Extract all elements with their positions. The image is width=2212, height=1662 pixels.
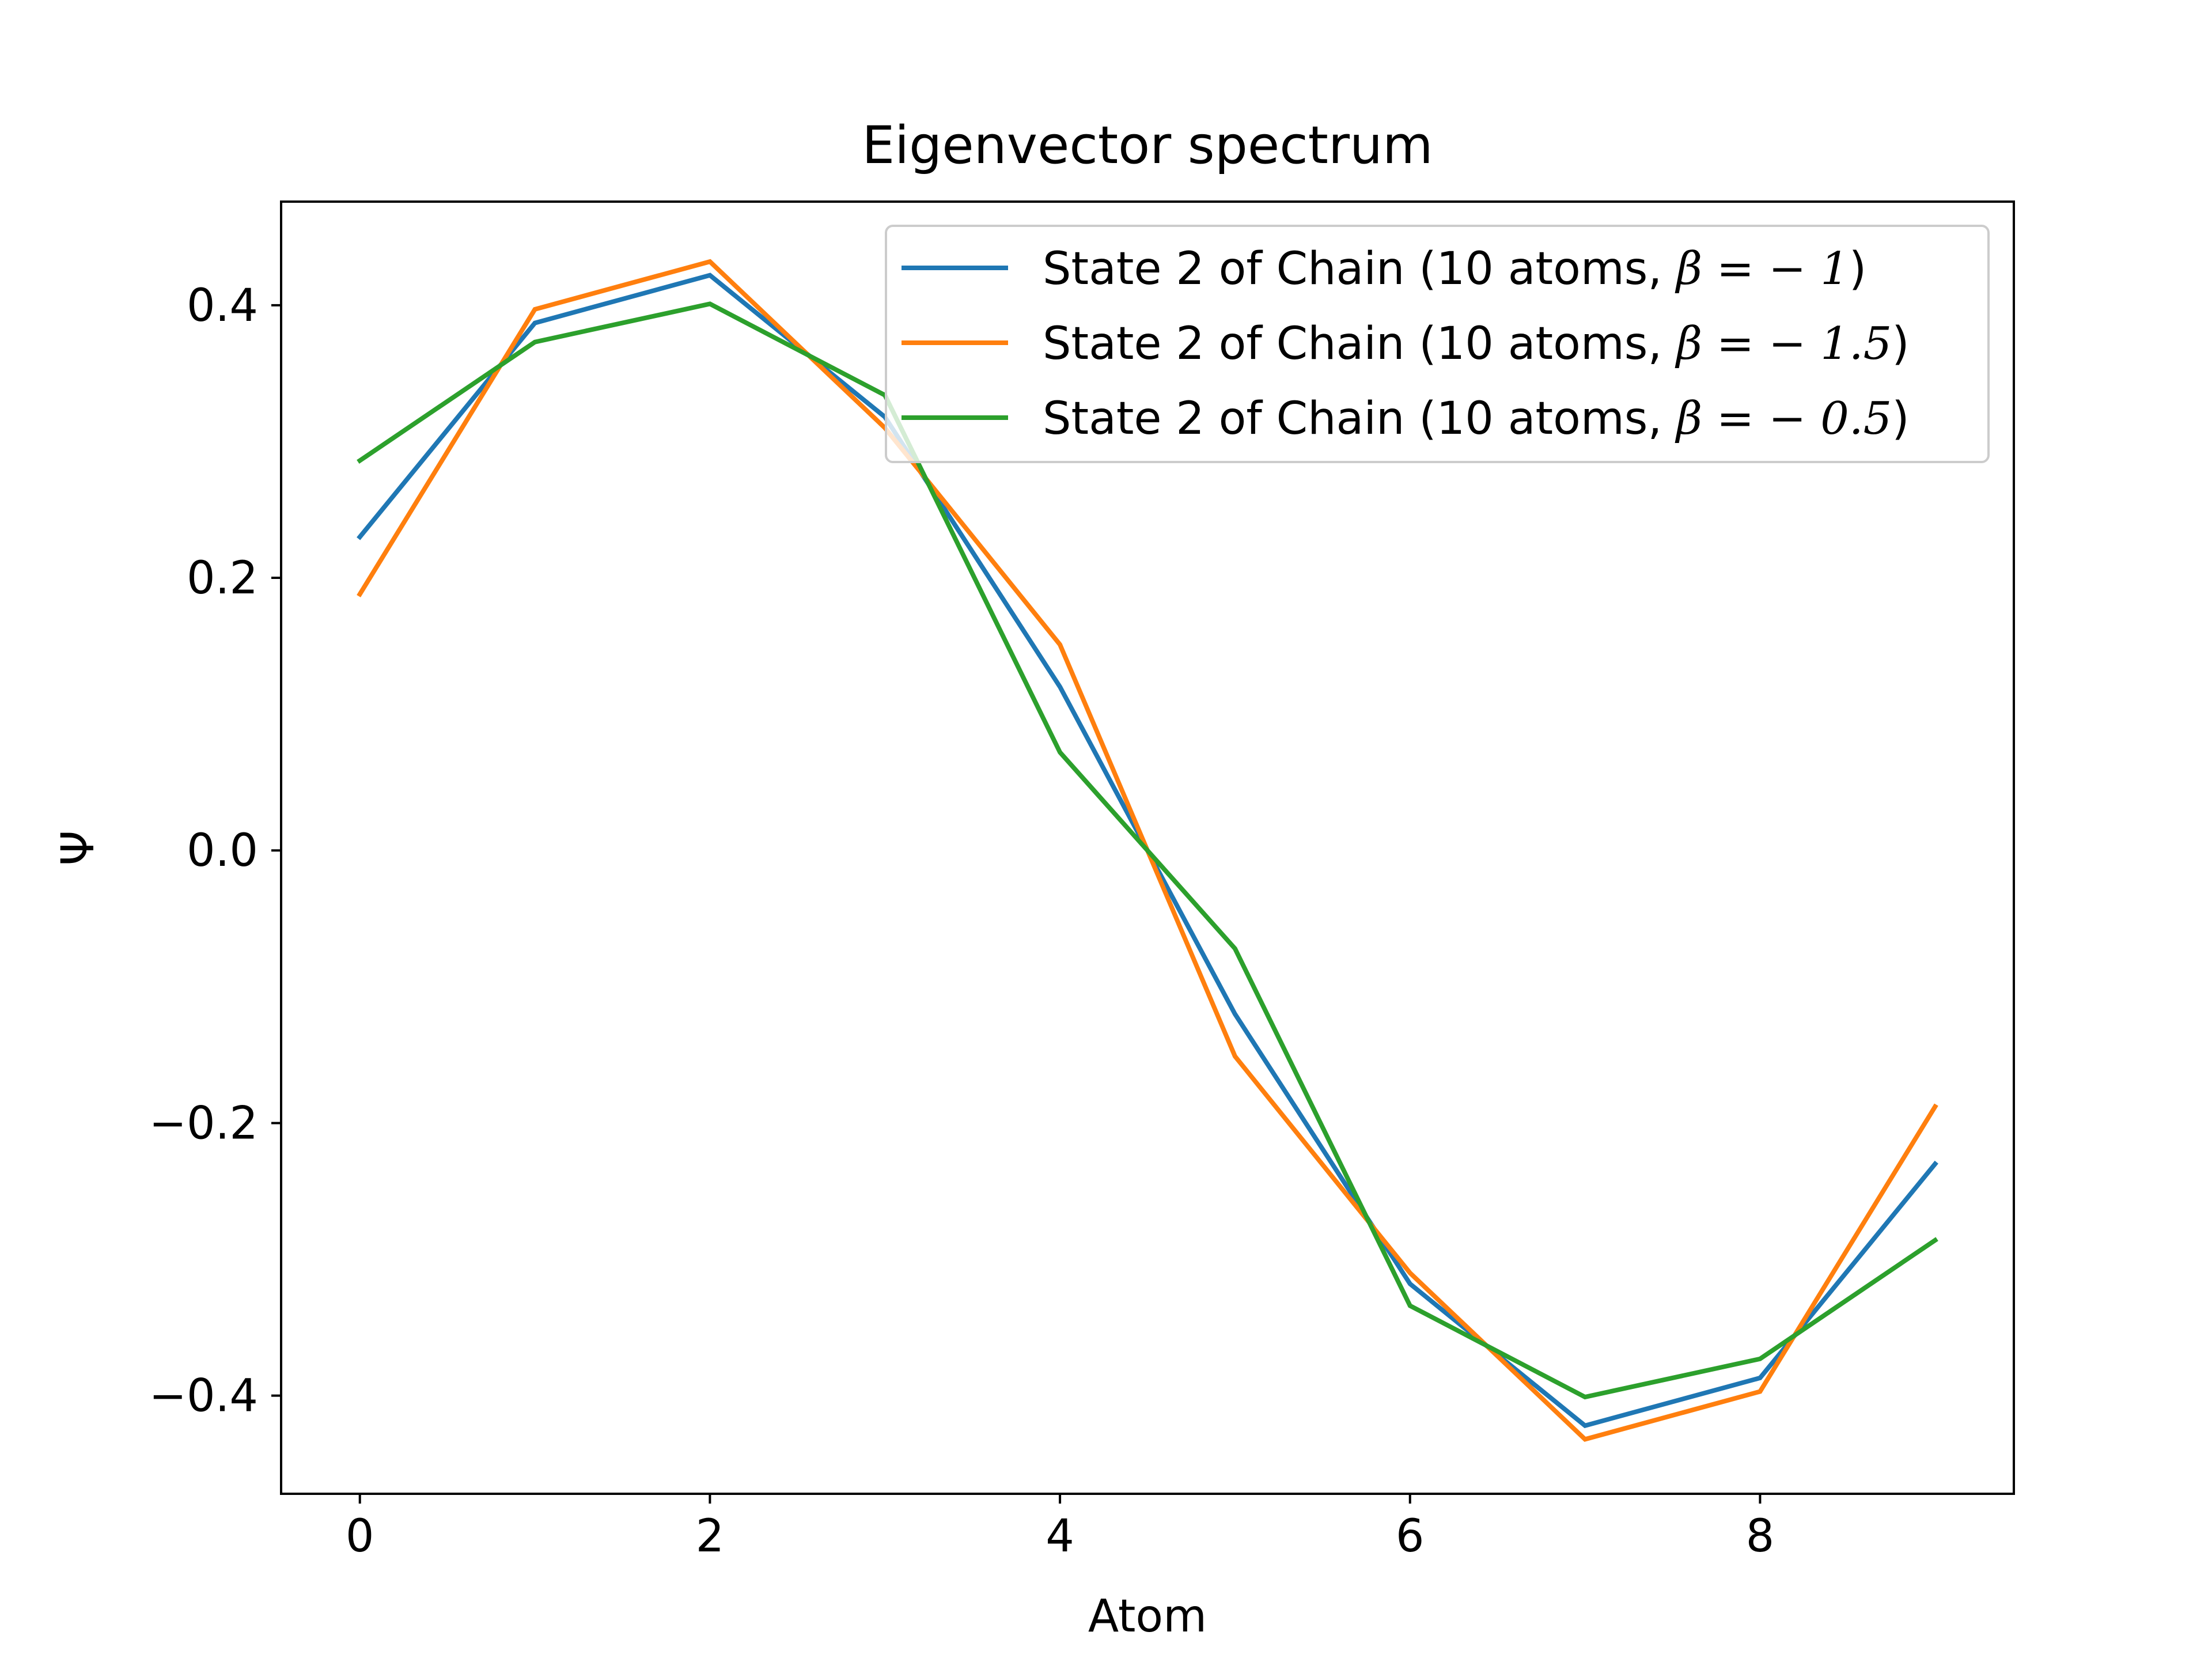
y-tick-label: −0.4 bbox=[149, 1371, 258, 1422]
legend-label-suffix: ) bbox=[1892, 318, 1909, 370]
x-axis-label: Atom bbox=[1088, 1591, 1207, 1642]
x-tick-label: 4 bbox=[1046, 1510, 1074, 1562]
x-tick-label: 6 bbox=[1396, 1510, 1425, 1562]
y-tick-label: −0.2 bbox=[149, 1097, 258, 1149]
x-tick-label: 2 bbox=[696, 1510, 725, 1562]
plot-area: 0 2 4 6 8 0.4 0.2 0.0 −0.2 −0.4 bbox=[149, 259, 1938, 1562]
legend: State 2 of Chain (10 atoms, β = − 1)Stat… bbox=[885, 225, 1990, 463]
y-tick-label: 0.4 bbox=[187, 280, 258, 332]
x-tick-label: 0 bbox=[346, 1510, 374, 1562]
legend-box bbox=[885, 225, 1990, 463]
legend-label-2: State 2 of Chain (10 atoms, β = − 1.5) bbox=[1043, 318, 1910, 370]
axes-frame bbox=[280, 200, 2015, 1495]
legend-label-prefix: State 2 of Chain (10 atoms, bbox=[1043, 243, 1676, 295]
legend-label-prefix: State 2 of Chain (10 atoms, bbox=[1043, 393, 1676, 445]
y-tick-label: 0.2 bbox=[187, 552, 258, 604]
legend-label-suffix: ) bbox=[1849, 243, 1866, 295]
legend-label-1: State 2 of Chain (10 atoms, β = − 1) bbox=[1043, 243, 1866, 295]
legend-label-suffix: ) bbox=[1892, 393, 1909, 445]
legend-label-3: State 2 of Chain (10 atoms, β = − 0.5) bbox=[1043, 393, 1910, 445]
x-tick-label: 8 bbox=[1746, 1510, 1775, 1562]
y-axis-label: Ψ bbox=[52, 830, 104, 865]
legend-label-prefix: State 2 of Chain (10 atoms, bbox=[1043, 318, 1676, 370]
series-line-3 bbox=[357, 301, 1938, 1400]
legend-label-math: β = − 1.5 bbox=[1675, 318, 1892, 370]
chart-title: Eigenvector spectrum bbox=[862, 115, 1433, 176]
y-tick-label: 0.0 bbox=[187, 825, 258, 877]
legend-label-math: β = − 1 bbox=[1675, 243, 1849, 295]
legend-label-math: β = − 0.5 bbox=[1675, 393, 1892, 445]
